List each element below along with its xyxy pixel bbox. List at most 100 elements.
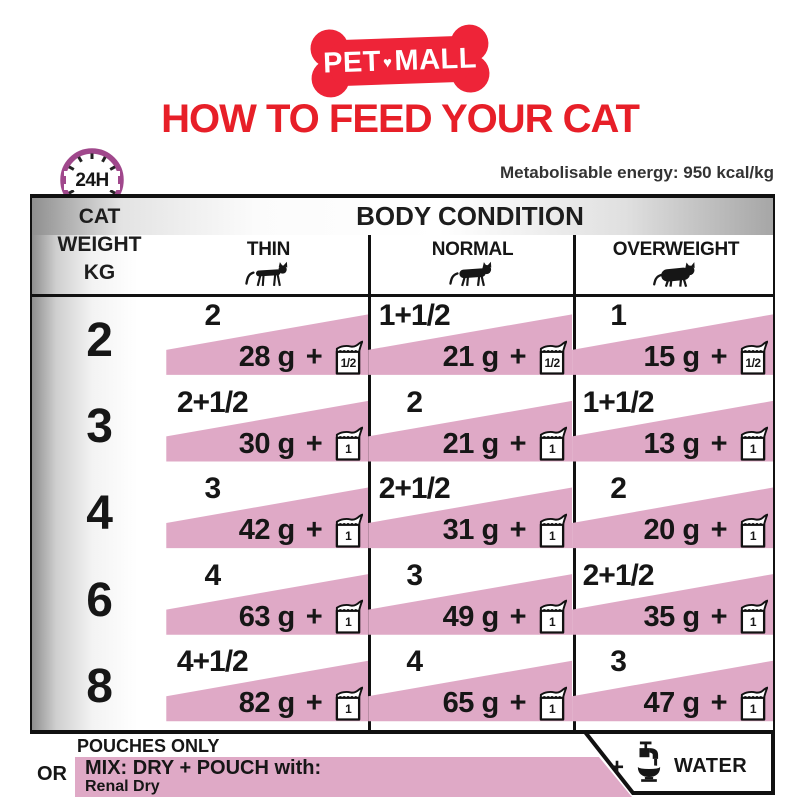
pouch-icon: 1	[333, 513, 364, 549]
dry-grams: 31 g	[442, 514, 500, 547]
pouch-count: 2	[406, 385, 423, 419]
overweight-cat-icon	[649, 261, 703, 289]
dry-food-line: 30 g + 1	[239, 426, 364, 462]
pouch-icon: 1	[333, 599, 364, 635]
column-divider	[368, 235, 371, 730]
overweight-label: OVERWEIGHT	[612, 239, 740, 260]
normal-cat-icon	[446, 261, 500, 289]
pouch-fraction: 1/2	[340, 355, 357, 370]
weight-header-line: CAT	[78, 205, 121, 228]
column-header-overweight: OVERWEIGHT	[575, 235, 777, 294]
logo-part2: MALL	[393, 41, 478, 77]
logo-text: PET ♥ MALL	[317, 33, 483, 89]
pet-mall-logo: PET ♥ MALL	[309, 23, 491, 99]
mix-instruction: MIX: DRY + POUCH with:	[85, 757, 322, 779]
plus-sign: +	[509, 427, 527, 460]
plus-sign: +	[509, 687, 527, 720]
dry-grams: 15 g	[643, 341, 701, 374]
feeding-cell: 2 28 g + 1/2	[166, 297, 369, 384]
thin-label: THIN	[246, 239, 291, 260]
pouch-fraction: 1	[749, 442, 757, 457]
pouch-fraction: 1	[549, 615, 556, 630]
weight-value: 3	[86, 400, 113, 454]
pouch-count: 1	[610, 299, 627, 332]
dry-food-line: 21 g + 1/2	[443, 340, 568, 376]
dry-grams: 20 g	[643, 514, 701, 547]
dry-grams: 42 g	[238, 514, 296, 547]
pouch-fraction: 1	[749, 615, 757, 630]
dry-grams: 82 g	[238, 687, 296, 720]
pouch-icon: 1	[537, 426, 568, 462]
pouch-count: 3	[406, 558, 423, 592]
feeding-cell: 1+1/2 21 g + 1/2	[368, 297, 573, 384]
dry-food-line: 13 g + 1	[643, 426, 769, 462]
plus-sign: +	[710, 427, 728, 460]
dry-grams: 35 g	[643, 600, 701, 633]
pouch-count: 4	[204, 558, 221, 592]
or-label: OR	[37, 763, 67, 785]
weight-header: CAT WEIGHT KG	[32, 203, 167, 287]
feeding-cell: 1 15 g + 1/2	[572, 297, 774, 384]
normal-label: NORMAL	[431, 239, 514, 260]
feeding-cell: 4 63 g + 1	[166, 557, 369, 644]
header-divider	[32, 294, 773, 297]
plus-sign: +	[305, 514, 323, 547]
weight-header-line: KG	[83, 261, 116, 284]
pouch-icon: 1/2	[738, 340, 769, 376]
pouch-count: 4+1/2	[176, 645, 249, 679]
water-label: WATER	[674, 755, 748, 777]
pouch-fraction: 1/2	[745, 355, 761, 370]
column-header-normal: NORMAL	[370, 235, 575, 294]
table-row: 2 2 28 g + 1/2 1+1/2 2	[32, 297, 774, 384]
feeding-cell: 4 65 g + 1	[368, 643, 573, 730]
weight-column-background	[32, 198, 167, 730]
pouch-count: 3	[204, 472, 221, 506]
feeding-cell: 2 21 g + 1	[368, 384, 573, 471]
pouch-fraction: 1	[749, 701, 757, 716]
plus-sign: +	[305, 427, 323, 460]
mix-product: Renal Dry	[85, 778, 160, 795]
pouches-only-label: POUCHES ONLY	[77, 736, 220, 756]
weight-value: 8	[86, 660, 113, 714]
pouch-fraction: 1/2	[544, 355, 561, 370]
feeding-table: BODY CONDITION CAT WEIGHT KG THIN NORMAL…	[30, 194, 775, 734]
feeding-cell: 2+1/2 30 g + 1	[166, 384, 369, 471]
dry-food-line: 20 g + 1	[643, 513, 769, 549]
weight-value: 2	[86, 313, 113, 367]
pouch-count: 4	[406, 645, 423, 679]
pouch-count: 3	[610, 645, 627, 679]
weight-value: 6	[86, 573, 113, 627]
plus-sign: +	[710, 341, 728, 374]
pouch-count: 1+1/2	[378, 299, 451, 332]
dry-grams: 13 g	[643, 427, 701, 460]
dry-food-line: 63 g + 1	[238, 599, 364, 635]
dry-grams: 63 g	[238, 600, 296, 633]
thin-cat-icon	[242, 261, 296, 289]
pouch-count: 2	[610, 472, 627, 506]
plus-sign: +	[305, 600, 323, 633]
dry-food-line: 35 g + 1	[643, 599, 769, 635]
pouch-count: 2+1/2	[582, 558, 655, 592]
plus-sign: +	[509, 600, 527, 633]
plus-sign: +	[710, 600, 728, 633]
pouch-fraction: 1	[549, 528, 556, 543]
dry-grams: 21 g	[442, 427, 500, 460]
pouch-count: 1+1/2	[582, 385, 655, 419]
header-band	[32, 198, 773, 235]
dry-food-line: 28 g + 1/2	[239, 340, 364, 376]
table-row: 4 3 42 g + 1 2+1/2 3 1	[32, 470, 774, 557]
plus-sign: +	[610, 754, 625, 781]
pouch-icon: 1	[537, 513, 568, 549]
clock-label: 24H	[75, 170, 109, 191]
pouch-fraction: 1	[549, 701, 556, 716]
dry-food-line: 49 g + 1	[442, 599, 568, 635]
feeding-cell: 3 49 g + 1	[368, 557, 573, 644]
pouch-icon: 1	[333, 686, 364, 722]
dry-food-line: 42 g + 1	[238, 513, 364, 549]
pouch-icon: 1/2	[537, 340, 568, 376]
feeding-cell: 2 20 g + 1	[572, 470, 774, 557]
logo-part1: PET	[322, 45, 382, 80]
dry-grams: 49 g	[442, 600, 500, 633]
condition-subheader: THIN NORMAL OVERWEIGHT	[167, 235, 777, 294]
